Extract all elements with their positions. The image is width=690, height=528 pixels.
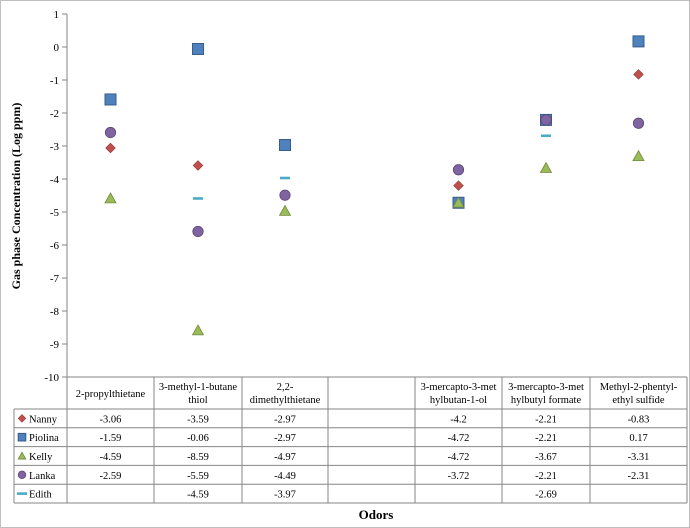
- y-tick-label: 0: [54, 42, 60, 54]
- data-label: -3.59: [187, 414, 209, 425]
- data-point-lanka: [279, 189, 291, 201]
- data-point-kelly: [539, 161, 553, 173]
- data-label: -4.49: [274, 471, 296, 482]
- data-label: -4.59: [187, 490, 209, 501]
- y-tick-label: -9: [50, 339, 60, 351]
- category-label: hylbutan-1-ol: [430, 395, 487, 406]
- data-label: -4.2: [450, 414, 467, 425]
- data-label: -2.21: [535, 414, 557, 425]
- legend-key-kelly: [17, 451, 27, 460]
- data-point-nanny: [192, 160, 204, 171]
- data-point-nanny: [453, 180, 464, 191]
- y-axis: 1 0 -1 -2 -3 -4 -5 -6 -7 -8 -9 -10: [44, 9, 68, 384]
- data-point-lanka: [632, 117, 645, 129]
- data-label: -2.97: [274, 433, 296, 444]
- data-label: -2.69: [535, 490, 557, 501]
- y-tick-label: -4: [50, 174, 60, 186]
- data-label: -3.72: [448, 471, 470, 482]
- data-point-kelly: [632, 149, 645, 162]
- legend-label-edith: Edith: [29, 490, 52, 501]
- category-label: hylbutyl formate: [511, 395, 582, 406]
- data-label: -4.72: [448, 452, 470, 463]
- data-point-lanka: [540, 114, 552, 126]
- data-label: 0.17: [629, 433, 647, 444]
- data-point-piolina: [279, 139, 291, 152]
- y-tick-label: -1: [50, 75, 59, 87]
- data-point-piolina: [192, 42, 204, 55]
- data-label: -3.97: [274, 490, 296, 501]
- data-label: -2.59: [100, 471, 122, 482]
- category-label: 3-mercapto-3-met: [508, 382, 584, 393]
- data-point-nanny: [105, 142, 116, 154]
- y-tick-label: -3: [50, 141, 60, 153]
- data-label: -4.72: [448, 433, 470, 444]
- data-label: -2.21: [535, 471, 557, 482]
- legend-label-lanka: Lanka: [29, 471, 56, 482]
- data-label: -8.59: [187, 452, 209, 463]
- legend-key-nanny: [17, 414, 27, 423]
- data-label: -5.59: [187, 471, 209, 482]
- category-label: 2,2-: [277, 382, 294, 393]
- data-point-kelly: [104, 192, 117, 204]
- data-point-piolina: [632, 35, 645, 48]
- data-label: -3.67: [535, 452, 557, 463]
- y-tick-label: 1: [54, 9, 60, 21]
- data-point-kelly: [278, 204, 292, 216]
- category-label: dimethylthietane: [250, 395, 321, 406]
- legend-key-edith: [17, 492, 27, 495]
- data-point-nanny: [633, 69, 644, 80]
- y-tick-label: -2: [50, 108, 59, 120]
- data-point-lanka: [452, 164, 465, 176]
- y-axis-title: Gas phase Concentration (Log ppm): [9, 103, 23, 290]
- data-label: -2.31: [628, 471, 650, 482]
- data-label: -2.97: [274, 414, 296, 425]
- data-point-lanka: [104, 126, 117, 139]
- category-label: ethyl sulfide: [612, 395, 665, 406]
- data-point-edith: [193, 197, 203, 200]
- y-tick-label: -6: [50, 240, 60, 252]
- data-label: -4.59: [100, 452, 122, 463]
- data-label: -1.59: [100, 433, 122, 444]
- category-label: 2-propylthietane: [76, 389, 146, 400]
- y-tick-label: -10: [44, 372, 59, 384]
- y-tick-label: -8: [50, 306, 60, 318]
- category-label: 3-mercapto-3-met: [421, 382, 497, 393]
- legend-label-piolina: Piolina: [29, 433, 59, 444]
- legend-label-kelly: Kelly: [29, 452, 53, 463]
- category-label: thiol: [188, 395, 207, 406]
- category-label: 3-methyl-1-butane: [159, 382, 237, 393]
- y-tick-label: -7: [50, 273, 60, 285]
- data-point-edith: [541, 134, 551, 138]
- y-tick-label: -5: [50, 207, 60, 219]
- data-label: -0.83: [628, 414, 650, 425]
- legend-key-piolina: [17, 432, 27, 442]
- data-point-edith: [280, 176, 290, 180]
- category-label: Methyl-2-phentyl-: [600, 382, 678, 393]
- data-point-kelly: [452, 196, 465, 208]
- data-table: 2-propylthietane 3-methyl-1-butane thiol 2,…: [13, 376, 688, 504]
- data-label: -2.21: [535, 433, 557, 444]
- x-axis-title: Odors: [359, 507, 394, 522]
- data-point-kelly: [191, 324, 205, 336]
- data-point-lanka: [192, 225, 204, 238]
- data-label: -4.97: [274, 452, 296, 463]
- data-label: -3.31: [628, 452, 650, 463]
- legend-label-nanny: Nanny: [29, 414, 58, 425]
- data-points: [104, 35, 645, 336]
- data-point-piolina: [104, 93, 117, 106]
- data-label: -3.06: [100, 414, 122, 425]
- data-label: -0.06: [187, 433, 209, 444]
- legend-key-lanka: [17, 470, 27, 479]
